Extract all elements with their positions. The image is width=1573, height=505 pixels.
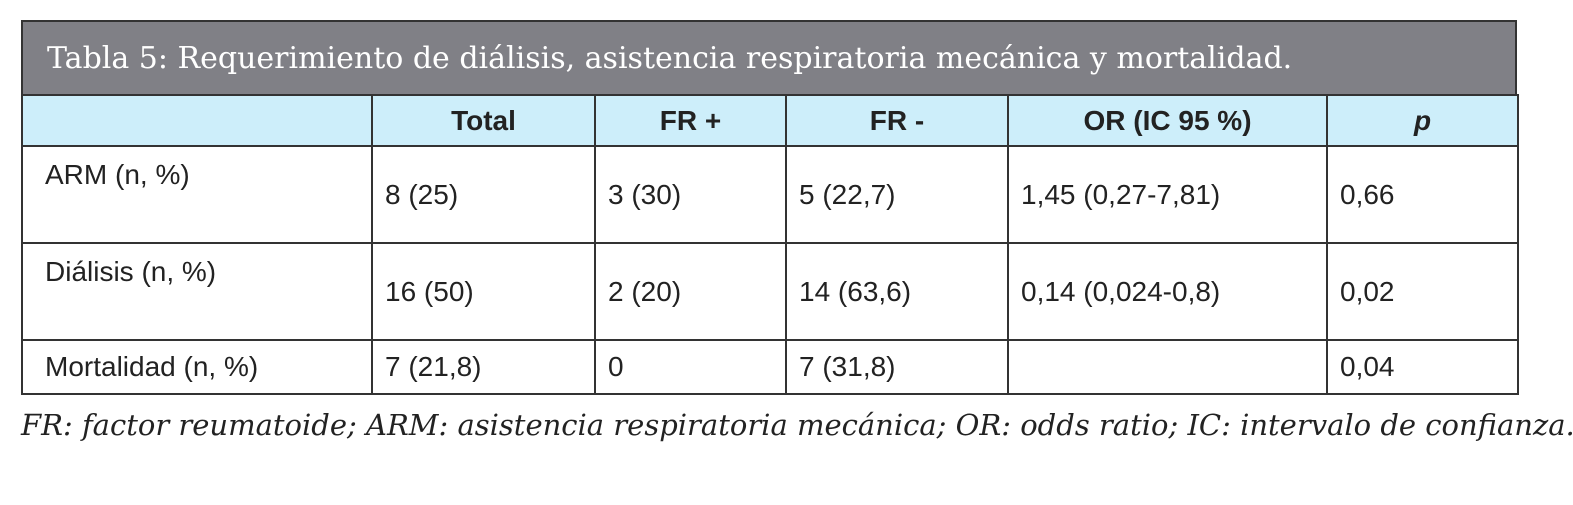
table-cell: 7 (31,8)	[785, 339, 1009, 395]
table-title: Tabla 5: Requerimiento de diálisis, asis…	[21, 20, 1517, 94]
table-cell: 16 (50)	[371, 242, 596, 341]
header-cell	[21, 94, 373, 147]
table-cell: 14 (63,6)	[785, 242, 1009, 341]
header-cell: FR -	[785, 94, 1009, 147]
table-cell: 1,45 (0,27-7,81)	[1007, 145, 1328, 244]
header-cell: OR (IC 95 %)	[1007, 94, 1328, 147]
row-label: Mortalidad (n, %)	[21, 339, 373, 395]
table-box: Tabla 5: Requerimiento de diálisis, asis…	[21, 20, 1519, 395]
footnote: FR: factor reumatoide; ARM: asistencia r…	[21, 408, 1573, 442]
table: Total FR + FR - OR (IC 95 %) p ARM (n, %) 8 (…	[21, 94, 1519, 395]
table-cell: 5 (22,7)	[785, 145, 1009, 244]
header-cell: p	[1326, 94, 1519, 147]
table-cell: 3 (30)	[594, 145, 787, 244]
table-cell: 0	[594, 339, 787, 395]
table-cell: 0,04	[1326, 339, 1519, 395]
table-cell	[1007, 339, 1328, 395]
table-row: Diálisis (n, %) 16 (50) 2 (20) 14 (63,6) 0,1…	[21, 242, 1519, 341]
table-cell: 0,66	[1326, 145, 1519, 244]
table-cell: 8 (25)	[371, 145, 596, 244]
table-cell: 0,02	[1326, 242, 1519, 341]
table-cell: 0,14 (0,024-0,8)	[1007, 242, 1328, 341]
row-label: Diálisis (n, %)	[21, 242, 373, 341]
row-label: ARM (n, %)	[21, 145, 373, 244]
table-cell: 2 (20)	[594, 242, 787, 341]
table-body: ARM (n, %) 8 (25) 3 (30) 5 (22,7) 1,45 (0,27…	[21, 145, 1519, 395]
table-row: Mortalidad (n, %) 7 (21,8) 0 7 (31,8) 0,04	[21, 339, 1519, 395]
table-row: ARM (n, %) 8 (25) 3 (30) 5 (22,7) 1,45 (0,27…	[21, 145, 1519, 244]
table-cell: 7 (21,8)	[371, 339, 596, 395]
header-cell: Total	[371, 94, 596, 147]
header-cell: FR +	[594, 94, 787, 147]
header-row: Total FR + FR - OR (IC 95 %) p	[21, 94, 1519, 147]
